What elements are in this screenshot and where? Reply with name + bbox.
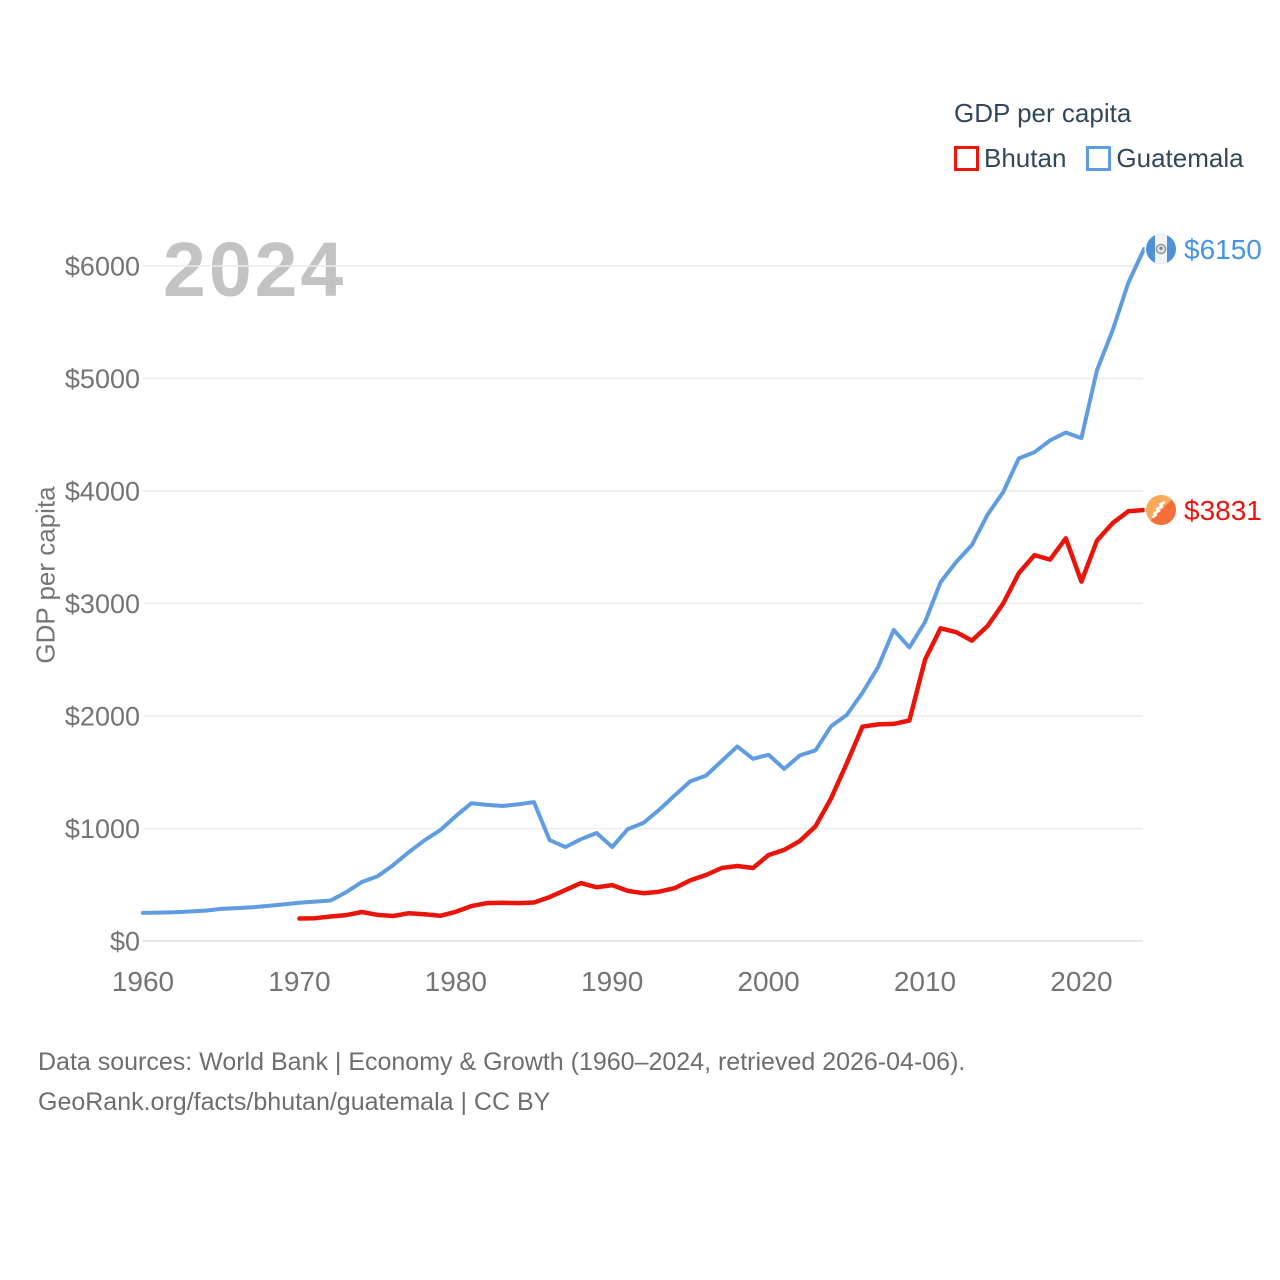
x-tick-label: 1970: [268, 966, 330, 997]
legend-title: GDP per capita: [954, 98, 1132, 128]
x-tick-label: 2000: [737, 966, 799, 997]
legend-label-guatemala: Guatemala: [1116, 143, 1244, 173]
legend-items: Bhutan Guatemala: [954, 143, 1244, 174]
y-tick-label: $5000: [65, 364, 140, 394]
guatemala-end-value-label: $6150: [1184, 234, 1262, 265]
legend-item-guatemala[interactable]: Guatemala: [1086, 143, 1244, 174]
chart-footer: Data sources: World Bank | Economy & Gro…: [38, 1042, 965, 1122]
year-watermark: 2024: [163, 227, 347, 313]
y-tick-label: $0: [110, 927, 140, 957]
x-tick-label: 1960: [112, 966, 174, 997]
guatemala-flag-icon: [1144, 232, 1178, 266]
legend-item-bhutan[interactable]: Bhutan: [954, 143, 1066, 174]
y-axis-tick-labels: $0 $1000 $2000 $3000 $4000 $5000 $6000: [65, 252, 140, 957]
y-tick-label: $3000: [65, 589, 140, 619]
bhutan-end-value-label: $3831: [1184, 495, 1262, 526]
x-axis-tick-labels: 1960 1970 1980 1990 2000 2010 2020: [112, 966, 1113, 997]
x-tick-label: 1980: [425, 966, 487, 997]
y-tick-label: $6000: [65, 252, 140, 282]
bhutan-flag-icon: [1144, 493, 1178, 527]
x-tick-label: 1990: [581, 966, 643, 997]
y-tick-label: $4000: [65, 477, 140, 507]
x-tick-label: 2020: [1050, 966, 1112, 997]
bhutan-color-swatch: [954, 146, 979, 171]
chart-legend: GDP per capita Bhutan Guatemala: [954, 99, 1244, 174]
bhutan-series-line[interactable]: [297, 507, 1147, 921]
guatemala-color-swatch: [1086, 146, 1112, 171]
x-tick-label: 2010: [894, 966, 956, 997]
gridlines: [143, 265, 1143, 942]
y-tick-label: $2000: [65, 702, 140, 732]
legend-label-bhutan: Bhutan: [984, 143, 1067, 173]
line-chart: $0 $1000 $2000 $3000 $4000 $5000 $6000 1960 197…: [65, 232, 1178, 997]
guatemala-series-line[interactable]: [141, 247, 1146, 915]
footer-sources-line: Data sources: World Bank | Economy & Gro…: [38, 1048, 966, 1076]
footer-attribution-line: GeoRank.org/facts/bhutan/guatemala | CC …: [38, 1088, 551, 1116]
y-tick-label: $1000: [65, 814, 140, 844]
